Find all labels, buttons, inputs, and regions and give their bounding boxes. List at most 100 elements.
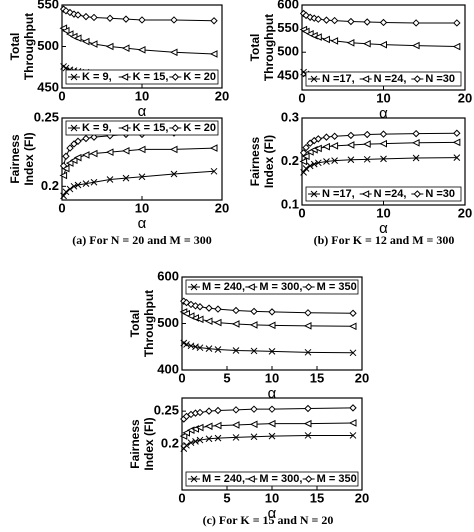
y-tick-label: 500 [277,44,299,59]
legend-label: K = 20 [183,71,216,83]
y-tick-label: 450 [277,67,299,82]
data-point [89,149,98,158]
data-point [196,408,204,417]
data-point [347,17,355,26]
data-point [299,157,308,166]
x-tick-label: 10 [376,205,390,220]
x-axis-label: α [138,103,147,120]
data-point [267,419,276,428]
legend-label: M = 240, [202,281,245,293]
x-tick-label: 5 [223,490,230,505]
data-point [65,159,74,167]
data-point [412,129,420,138]
data-point [304,309,312,317]
data-point [249,420,258,429]
x-axis-label: α [379,105,388,122]
y-axis-label: Fairness [128,419,142,469]
legend-label: M = 350 [317,473,357,485]
y-tick-label: 450 [37,79,59,94]
data-point [137,145,146,154]
data-point [121,44,130,52]
y-tick-label: 0.2 [161,435,179,450]
data-point [138,16,146,24]
legend-marker [361,75,370,83]
x-axis-label: α [268,505,277,522]
data-point [70,182,78,190]
caption: (b) For K = 12 and M = 300 [314,233,455,247]
data-point [210,17,218,25]
data-point [299,149,308,157]
data-point [314,33,322,41]
legend-label: M = 350 [317,281,357,293]
legend-marker [247,283,255,291]
legend-marker [70,73,78,81]
data-point [205,435,213,443]
data-point [137,46,146,54]
x-tick-label: 15 [310,490,324,505]
data-point [209,144,218,152]
data-point [205,345,213,352]
data-point [213,421,222,430]
data-point [122,15,130,23]
data-point [268,348,276,355]
data-point [379,139,387,148]
data-point [65,30,74,38]
legend-box [305,186,462,202]
legend-label: K = 15, [133,122,169,134]
data-point [349,404,357,412]
y-tick-label: 0.2 [281,153,299,168]
data-point [66,144,74,152]
data-point [214,434,222,442]
data-point [331,157,338,164]
legend-label: M = 300, [259,473,302,485]
legend-marker [120,124,129,132]
data-point [452,42,461,51]
data-point [105,148,114,156]
data-point [69,156,78,165]
data-point [170,16,178,24]
legend-marker [247,475,255,483]
data-point [183,441,190,449]
y-tick-label: 0.25 [34,109,59,124]
data-point [231,320,240,328]
data-point [380,155,387,163]
caption: (a) For N = 20 and M = 300 [72,233,211,247]
data-point [196,303,204,311]
legend-marker [413,190,422,198]
data-point [453,19,461,27]
data-point [330,37,339,45]
legend-label: K = 9, [82,122,112,134]
data-point [379,18,388,27]
data-point [81,37,90,46]
data-point [363,130,371,139]
y-tick-label: 500 [157,315,179,330]
data-point [250,307,258,316]
x-axis-label: α [379,220,388,237]
data-point [322,35,330,44]
data-point [249,321,258,329]
data-point [90,13,98,22]
data-point [330,142,339,150]
data-point [322,142,330,151]
data-point [302,143,310,152]
data-point [322,16,331,24]
data-point [306,13,314,21]
y-tick-label: 500 [37,38,59,53]
legend-box [305,71,462,87]
data-point [302,165,310,172]
data-point [268,405,276,413]
data-point [232,434,240,441]
data-point [210,167,218,175]
legend-marker [190,283,198,291]
data-point [74,11,82,19]
y-tick-label: 550 [37,0,59,11]
legend-marker [361,190,370,198]
y-axis-label: Index (FI) [142,417,156,470]
data-point [169,48,178,57]
data-point [213,318,222,327]
data-point [314,144,322,153]
data-point [74,181,82,189]
data-point [302,11,310,20]
x-tick-label: 0 [58,200,65,215]
